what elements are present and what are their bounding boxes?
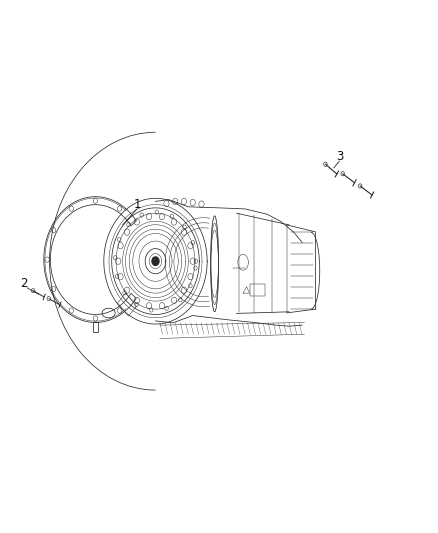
- Bar: [92, 322, 98, 332]
- Bar: [117, 293, 137, 316]
- Bar: [250, 284, 265, 296]
- Circle shape: [152, 257, 159, 265]
- Text: 1: 1: [133, 198, 141, 211]
- Text: 2: 2: [20, 277, 28, 290]
- Text: 3: 3: [336, 150, 343, 163]
